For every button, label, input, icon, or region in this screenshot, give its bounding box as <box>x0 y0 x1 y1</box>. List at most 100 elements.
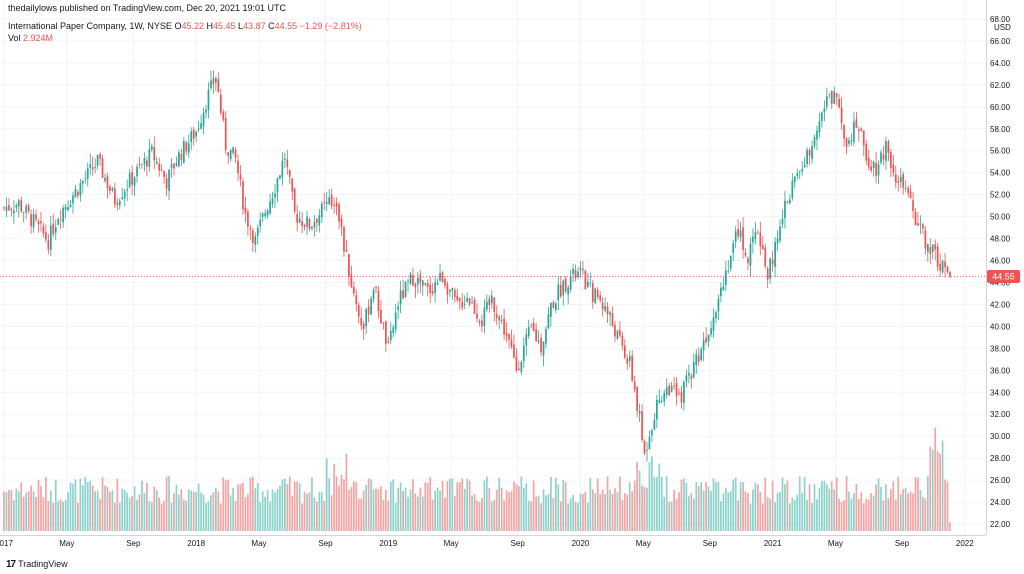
candle-body <box>761 245 764 250</box>
candle-body <box>717 298 720 312</box>
volume-bar <box>811 503 813 531</box>
candle-body <box>596 290 599 297</box>
volume-bar <box>357 498 360 531</box>
candle-body <box>848 140 850 144</box>
candle-body <box>116 202 119 205</box>
volume-bar <box>894 499 897 531</box>
volume-bar <box>522 487 525 531</box>
volume-bar <box>619 476 621 531</box>
open-label: O <box>174 21 182 31</box>
volume-bar <box>247 494 249 531</box>
price-axis[interactable]: 22.00 24.00 26.00 28.00 30.00 32.00 34.00 36.00… <box>990 15 1011 529</box>
volume-bar <box>143 492 146 531</box>
volume-bar <box>355 482 358 531</box>
volume-bar <box>10 490 13 531</box>
candle-body <box>695 354 698 365</box>
candle-body <box>510 339 513 347</box>
y-tick-label: 50.00 <box>990 213 1011 222</box>
candle-body <box>665 387 668 395</box>
volume-bar <box>761 503 764 531</box>
volume-bar <box>651 456 653 531</box>
volume-bar <box>121 488 124 531</box>
volume-bar <box>771 480 774 531</box>
y-tick-label: 68.00 <box>990 15 1011 24</box>
y-tick-label: 42.00 <box>990 300 1011 309</box>
candle-body <box>49 225 52 250</box>
volume-bar <box>271 489 274 531</box>
symbol-title[interactable]: International Paper Company, 1W, NYSE <box>8 21 172 31</box>
candle-body <box>936 246 939 267</box>
volume-bar <box>902 489 905 531</box>
candle-body <box>37 221 40 225</box>
volume-bar <box>690 493 693 531</box>
time-axis[interactable]: 2017 May Sep 2018 May Sep 2019 May Sep 2020 May Sep… <box>0 539 974 548</box>
volume-bar <box>49 490 52 531</box>
volume-bar <box>658 463 661 531</box>
x-tick-label: May <box>251 539 266 548</box>
candle-body <box>357 304 360 317</box>
candle-body <box>473 300 476 314</box>
volume-bar <box>550 476 552 531</box>
volume-bar <box>234 500 237 531</box>
volume-bar <box>187 489 190 531</box>
candle-body <box>131 172 133 185</box>
volume-bar <box>500 487 503 531</box>
candle-body <box>163 170 165 177</box>
volume-bar <box>636 462 638 531</box>
candle-body <box>601 302 604 310</box>
candle-body <box>101 158 104 178</box>
candle-body <box>638 411 641 414</box>
candle-body <box>251 230 254 243</box>
candle-body <box>776 238 779 244</box>
volume-bar <box>710 490 712 531</box>
candle-body <box>234 149 237 158</box>
candle-body <box>57 219 60 225</box>
candle-body <box>754 231 757 240</box>
volume-bar <box>434 490 436 531</box>
candle-body <box>660 401 663 403</box>
volume-bar <box>537 495 540 531</box>
volume-bar <box>926 476 929 531</box>
candle-body <box>737 228 739 237</box>
candle-body <box>217 79 220 92</box>
candle-body <box>909 191 912 198</box>
volume-bar <box>64 499 67 531</box>
candle-body <box>919 224 922 226</box>
volume-bar <box>74 479 77 531</box>
volume-bar <box>946 481 949 531</box>
candle-body <box>498 316 501 321</box>
volume-bar <box>20 482 23 531</box>
volume-label[interactable]: Vol <box>8 33 21 43</box>
candle-body <box>59 218 62 220</box>
volume-bar <box>899 494 902 531</box>
candle-body <box>606 306 609 315</box>
volume-bar <box>288 476 291 531</box>
volume-bar <box>94 491 97 531</box>
candle-body <box>655 400 658 420</box>
ohlc-legend: International Paper Company, 1W, NYSE O4… <box>8 21 362 32</box>
volume-bar <box>251 476 254 531</box>
candle-body <box>389 331 392 341</box>
candle-body <box>330 194 333 207</box>
candle-body <box>495 313 498 318</box>
volume-bar <box>532 480 535 531</box>
candle-body <box>840 107 843 123</box>
volume-bar <box>387 500 390 531</box>
candle-body <box>121 197 124 200</box>
volume-bar <box>421 496 424 531</box>
candle-body <box>456 295 459 300</box>
candle-body <box>853 121 855 143</box>
candle-body <box>828 93 831 95</box>
x-tick-label: 2022 <box>956 539 974 548</box>
candle-body <box>542 341 545 356</box>
candle-body <box>483 307 486 326</box>
candle-body <box>759 232 762 247</box>
volume-bar <box>259 502 262 531</box>
volume-bar <box>424 482 427 531</box>
candle-body <box>823 108 826 113</box>
candle-body <box>912 200 914 211</box>
candle-body <box>591 283 594 302</box>
volume-bar <box>412 479 414 531</box>
volume-bar <box>655 477 658 531</box>
